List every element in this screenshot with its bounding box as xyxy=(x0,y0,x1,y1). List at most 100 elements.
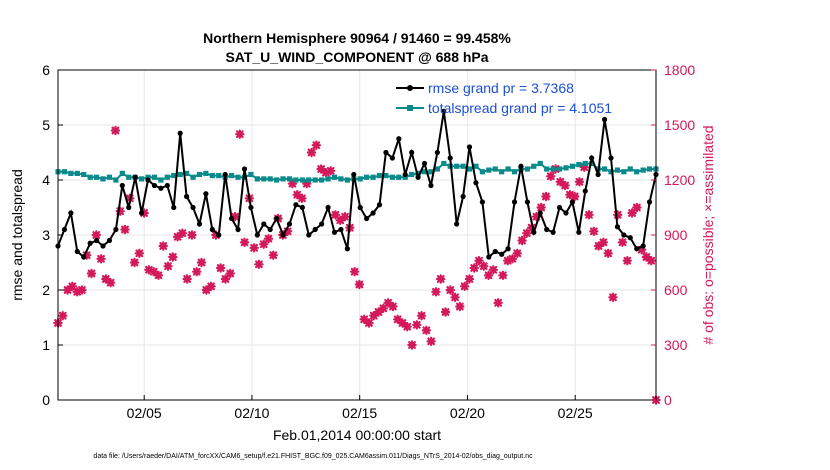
obs-count-series xyxy=(53,125,661,405)
totalspread-line xyxy=(58,162,656,182)
obs-count-marker xyxy=(402,321,412,332)
totalspread-point xyxy=(441,160,447,167)
rmse-point xyxy=(267,226,273,233)
obs-count-marker xyxy=(632,202,642,213)
rmse-point xyxy=(531,229,537,235)
totalspread-point xyxy=(190,174,196,180)
rmse-point xyxy=(589,155,595,161)
obs-count-marker xyxy=(593,241,604,251)
totalspread-point xyxy=(466,166,473,172)
rmse-point xyxy=(640,243,646,249)
y-left-tick-label: 1 xyxy=(42,337,50,353)
obs-count-marker xyxy=(474,255,484,266)
totalspread-point xyxy=(81,171,87,178)
totalspread-point xyxy=(325,176,331,182)
totalspread-point xyxy=(171,173,177,179)
obs-count-marker xyxy=(225,268,235,279)
obs-count-marker xyxy=(445,285,455,295)
totalspread-point xyxy=(383,173,389,179)
obs-count-marker xyxy=(392,314,403,325)
obs-count-marker xyxy=(555,177,566,187)
totalspread-point xyxy=(576,162,582,168)
rmse-point xyxy=(511,199,518,205)
totalspread-point xyxy=(100,176,106,182)
rmse-point xyxy=(184,193,190,200)
totalspread-point xyxy=(280,176,286,182)
totalspread-point xyxy=(209,173,215,179)
rmse-point xyxy=(87,240,93,246)
obs-count-marker xyxy=(603,248,613,259)
rmse-point xyxy=(428,182,434,189)
totalspread-point xyxy=(306,177,312,183)
obs-count-marker xyxy=(584,210,594,220)
obs-count-marker xyxy=(187,230,197,240)
totalspread-point xyxy=(569,163,576,169)
rmse-point xyxy=(441,108,447,114)
obs-count-marker xyxy=(569,191,580,202)
obs-count-marker xyxy=(282,226,293,237)
rmse-point xyxy=(164,182,170,189)
rmse-point xyxy=(241,166,248,172)
rmse-point xyxy=(364,215,370,222)
obs-count-marker xyxy=(450,292,460,303)
obs-count-marker xyxy=(522,228,532,238)
obs-count-marker xyxy=(220,274,231,284)
rmse-point xyxy=(421,160,428,167)
rmse-point xyxy=(460,193,466,200)
obs-count-marker xyxy=(349,266,360,277)
rmse-point xyxy=(434,149,440,156)
totalspread-point xyxy=(563,165,569,171)
rmse-point xyxy=(93,237,100,244)
rmse-point xyxy=(171,204,177,211)
rmse-point xyxy=(145,177,151,183)
rmse-point xyxy=(454,221,460,227)
obs-count-marker xyxy=(354,279,365,290)
rmse-point xyxy=(100,243,106,249)
obs-count-marker xyxy=(488,265,499,275)
rmse-point xyxy=(261,221,267,227)
obs-count-marker xyxy=(598,237,609,248)
totalspread-point xyxy=(454,163,460,169)
rmse-point xyxy=(280,232,286,238)
totalspread-point xyxy=(634,169,640,175)
obs-count-marker xyxy=(67,281,78,292)
rmse-point xyxy=(357,204,363,211)
rmse-point xyxy=(274,215,280,222)
rmse-point xyxy=(601,116,608,123)
x-tick-label: 02/10 xyxy=(234,405,269,421)
rmse-point xyxy=(518,163,524,169)
obs-count-marker xyxy=(502,255,513,266)
obs-count-marker xyxy=(388,301,398,312)
obs-count-marker xyxy=(512,248,522,259)
rmse-point xyxy=(74,248,80,255)
rmse-series xyxy=(55,108,659,260)
obs-count-marker xyxy=(483,270,494,281)
totalspread-point xyxy=(621,169,627,175)
obs-count-marker xyxy=(493,298,503,308)
totalspread-point xyxy=(274,177,280,183)
rmse-point xyxy=(563,210,569,216)
obs-count-marker xyxy=(206,281,216,292)
x-axis: 02/05 02/10 02/15 02/20 02/25 xyxy=(127,395,593,421)
totalspread-point xyxy=(293,177,299,183)
obs-count-marker xyxy=(86,268,97,279)
totalspread-point xyxy=(229,173,235,179)
totalspread-point xyxy=(473,163,479,169)
totalspread-point xyxy=(460,163,466,169)
obs-count-marker xyxy=(268,250,278,260)
rmse-point xyxy=(306,232,312,238)
rmse-point xyxy=(81,254,87,260)
y-axis-left-label: rmse and totalspread xyxy=(9,169,25,301)
rmse-point xyxy=(113,226,119,233)
y-right-tick-label: 1200 xyxy=(664,172,695,188)
totalspread-point xyxy=(544,166,550,172)
obs-count-marker xyxy=(455,301,465,312)
totalspread-point xyxy=(331,174,338,180)
obs-count-marker xyxy=(546,171,556,182)
obs-count-marker xyxy=(192,266,202,277)
obs-count-marker xyxy=(579,162,589,172)
rmse-point xyxy=(286,221,293,227)
legend: rmse grand pr = 3.7368 totalspread grand… xyxy=(396,80,612,116)
y-right-tick-label: 900 xyxy=(664,227,688,243)
totalspread-point xyxy=(428,169,434,175)
